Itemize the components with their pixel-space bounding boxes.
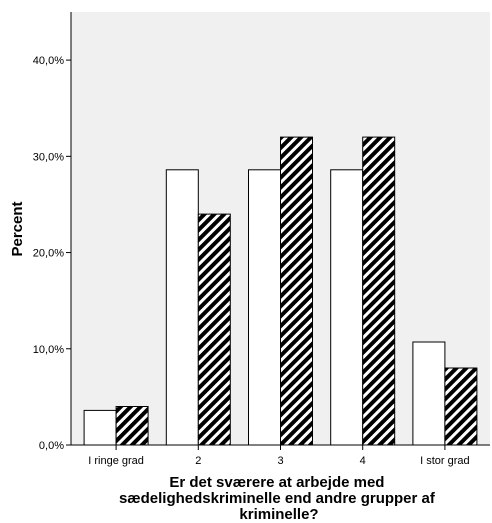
x-axis-title-line-2: sædelighedskriminelle end andre grupper …: [119, 490, 436, 507]
x-axis-title-line-3: kriminelle?: [239, 506, 318, 523]
x-ticks-group: I ringe grad 2 3 4 I stor grad: [88, 445, 470, 467]
x-tick-label: I stor grad: [420, 455, 470, 467]
x-tick-label: 4: [360, 455, 366, 467]
bar-white-3: [330, 169, 364, 446]
bar-hatched-4: [444, 367, 478, 446]
y-axis-title: Percent: [9, 201, 26, 256]
y-tick-label: 10,0%: [33, 344, 64, 356]
y-tick-label: 20,0%: [33, 248, 64, 260]
x-tick-label: 3: [277, 455, 283, 467]
x-tick-label: 2: [195, 455, 201, 467]
y-tick-label: 40,0%: [33, 55, 64, 67]
x-axis-title-line-1: Er det sværere at arbejde med: [169, 474, 384, 491]
y-tick-label: 0,0%: [39, 440, 64, 452]
y-tick-label: 30,0%: [33, 151, 64, 163]
bar-white-1: [165, 169, 199, 446]
y-ticks-group: 0,0% 10,0% 20,0% 30,0% 40,0%: [33, 55, 71, 452]
bar-white-4: [412, 341, 446, 446]
bar-hatched-2: [280, 136, 313, 446]
bar-hatched-3: [362, 136, 396, 446]
x-axis-title: Er det sværere at arbejde med sædelighed…: [119, 474, 439, 523]
bar-hatched-0: [115, 406, 149, 446]
x-tick-label: I ringe grad: [88, 455, 144, 467]
bar-white-0: [83, 409, 117, 446]
bar-white-2: [248, 169, 281, 446]
bars-group: [83, 136, 478, 446]
bar-hatched-1: [197, 213, 231, 446]
